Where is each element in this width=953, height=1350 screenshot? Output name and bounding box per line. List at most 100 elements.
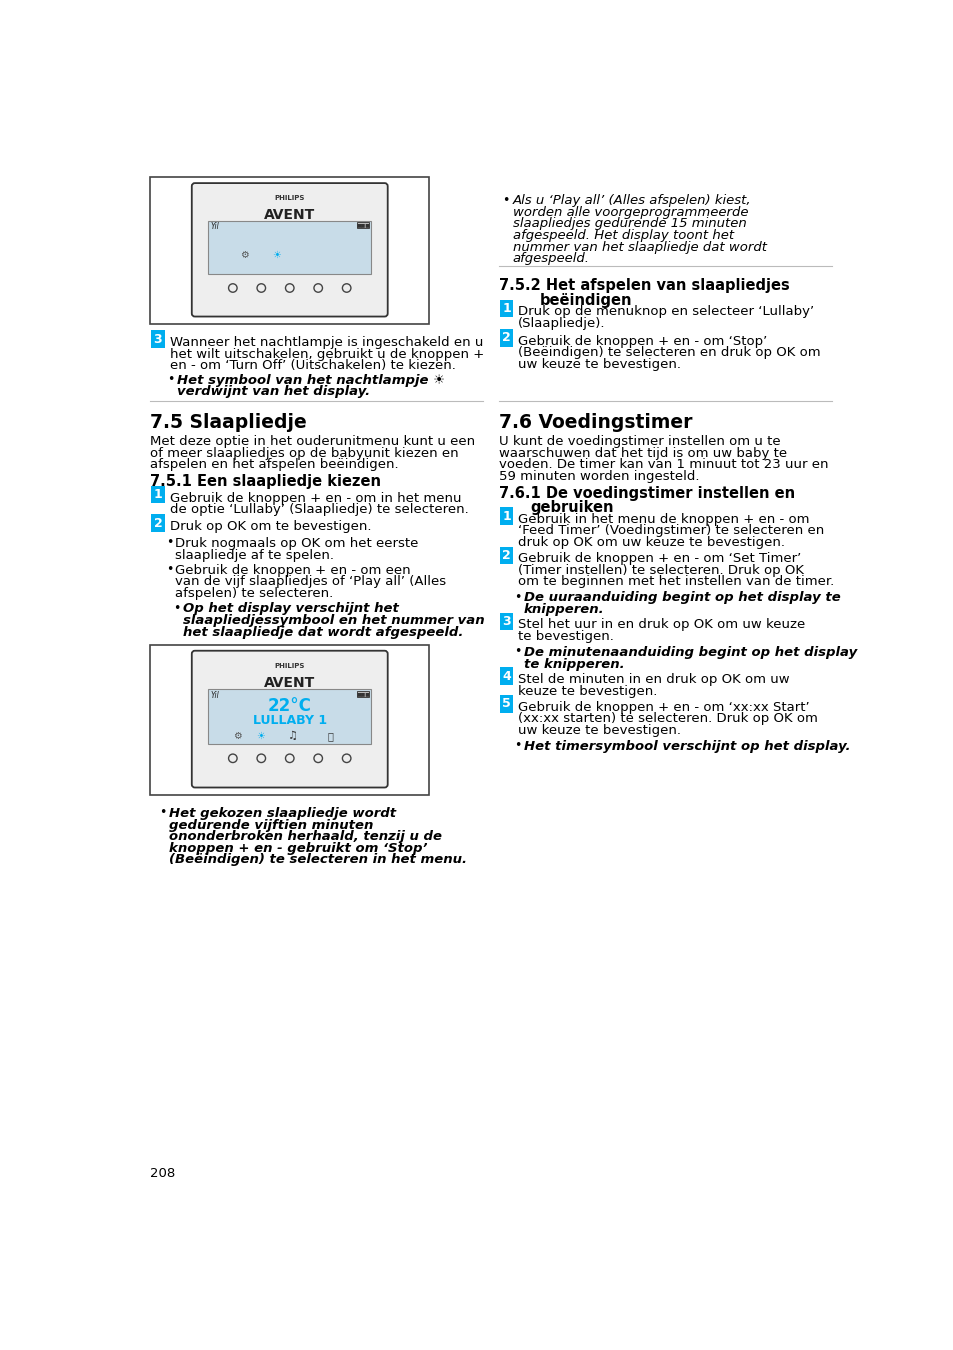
Text: •: • [166, 536, 172, 549]
FancyBboxPatch shape [357, 691, 369, 697]
Text: slaapliedje af te spelen.: slaapliedje af te spelen. [174, 548, 334, 562]
Text: het wilt uitschakelen, gebruikt u de knoppen +: het wilt uitschakelen, gebruikt u de kno… [171, 347, 484, 360]
Text: of meer slaapliedjes op de babyunit kiezen en: of meer slaapliedjes op de babyunit kiez… [150, 447, 458, 459]
Text: •: • [173, 602, 181, 614]
Text: •: • [514, 645, 521, 659]
Text: afgespeeld. Het display toont het: afgespeeld. Het display toont het [513, 230, 733, 242]
Text: 208: 208 [150, 1166, 175, 1180]
Text: afgespeeld.: afgespeeld. [513, 252, 589, 265]
Text: 7.5.1 Een slaapliedje kiezen: 7.5.1 Een slaapliedje kiezen [150, 474, 381, 489]
Text: Gebruik de knoppen + en - om ‘xx:xx Start’: Gebruik de knoppen + en - om ‘xx:xx Star… [517, 701, 808, 714]
FancyBboxPatch shape [208, 688, 371, 744]
Text: 22°C: 22°C [268, 697, 312, 714]
Text: 7.5 Slaapliedje: 7.5 Slaapliedje [150, 413, 307, 432]
Text: (Beëindigen) te selecteren en druk op OK om: (Beëindigen) te selecteren en druk op OK… [517, 346, 820, 359]
Text: Gebruik de knoppen + en - om een: Gebruik de knoppen + en - om een [174, 564, 410, 576]
Text: afspelen) te selecteren.: afspelen) te selecteren. [174, 587, 333, 599]
Text: 7.5.2 Het afspelen van slaapliedjes: 7.5.2 Het afspelen van slaapliedjes [498, 278, 789, 293]
Text: Gebruik in het menu de knoppen + en - om: Gebruik in het menu de knoppen + en - om [517, 513, 808, 526]
Text: te bevestigen.: te bevestigen. [517, 630, 613, 643]
Text: ■■■: ■■■ [356, 223, 370, 228]
Text: Het symbool van het nachtlampje ☀: Het symbool van het nachtlampje ☀ [176, 374, 444, 386]
Text: 1: 1 [153, 489, 162, 501]
Text: 2: 2 [502, 331, 511, 344]
Text: Druk op de menuknop en selecteer ‘Lullaby’: Druk op de menuknop en selecteer ‘Lullab… [517, 305, 813, 319]
Text: beëindigen: beëindigen [538, 293, 631, 308]
Text: •: • [159, 806, 167, 819]
Text: Gebruik de knoppen + en - om ‘Stop’: Gebruik de knoppen + en - om ‘Stop’ [517, 335, 766, 348]
Text: 4: 4 [502, 670, 511, 683]
Text: U kunt de voedingstimer instellen om u te: U kunt de voedingstimer instellen om u t… [498, 435, 780, 448]
Text: waarschuwen dat het tijd is om uw baby te: waarschuwen dat het tijd is om uw baby t… [498, 447, 786, 459]
Text: worden alle voorgeprogrammeerde: worden alle voorgeprogrammeerde [513, 207, 748, 219]
Text: LULLABY 1: LULLABY 1 [253, 714, 327, 728]
Text: AVENT: AVENT [264, 208, 315, 221]
FancyBboxPatch shape [150, 177, 429, 324]
Text: 5: 5 [502, 698, 511, 710]
Text: 3: 3 [153, 332, 162, 346]
Text: verdwijnt van het display.: verdwijnt van het display. [176, 385, 370, 398]
Text: 2: 2 [502, 549, 511, 562]
FancyBboxPatch shape [357, 223, 369, 228]
Text: De minutenaanduiding begint op het display: De minutenaanduiding begint op het displ… [523, 647, 856, 659]
Text: druk op OK om uw keuze te bevestigen.: druk op OK om uw keuze te bevestigen. [517, 536, 783, 549]
Text: •: • [501, 193, 509, 207]
Text: Gebruik de knoppen + en - om in het menu: Gebruik de knoppen + en - om in het menu [170, 491, 460, 505]
Text: Yil: Yil [211, 223, 219, 231]
Text: •: • [514, 591, 521, 603]
Text: uw keuze te bevestigen.: uw keuze te bevestigen. [517, 724, 679, 737]
Text: ♫: ♫ [288, 730, 297, 741]
Text: (Beëindigen) te selecteren in het menu.: (Beëindigen) te selecteren in het menu. [169, 853, 466, 867]
Text: Als u ‘Play all’ (Alles afspelen) kiest,: Als u ‘Play all’ (Alles afspelen) kiest, [513, 194, 751, 208]
Text: voeden. De timer kan van 1 minuut tot 23 uur en: voeden. De timer kan van 1 minuut tot 23… [498, 458, 827, 471]
Text: en - om ‘Turn Off’ (Uitschakelen) te kiezen.: en - om ‘Turn Off’ (Uitschakelen) te kie… [171, 359, 456, 373]
Text: (Timer instellen) te selecteren. Druk op OK: (Timer instellen) te selecteren. Druk op… [517, 564, 802, 576]
FancyBboxPatch shape [192, 184, 387, 316]
Text: Yil: Yil [211, 691, 219, 699]
Text: 2: 2 [153, 517, 162, 529]
Text: om te beginnen met het instellen van de timer.: om te beginnen met het instellen van de … [517, 575, 833, 589]
Text: gebruiken: gebruiken [530, 501, 613, 516]
Text: van de vijf slaapliedjes of ‘Play all’ (Alles: van de vijf slaapliedjes of ‘Play all’ (… [174, 575, 446, 589]
Text: •: • [166, 563, 172, 576]
Text: het slaapliedje dat wordt afgespeeld.: het slaapliedje dat wordt afgespeeld. [183, 625, 463, 639]
Text: •: • [514, 740, 521, 752]
Text: •: • [167, 373, 174, 386]
Text: 1: 1 [502, 509, 511, 522]
Text: ⏻: ⏻ [327, 730, 334, 741]
Text: Stel het uur in en druk op OK om uw keuze: Stel het uur in en druk op OK om uw keuz… [517, 618, 804, 632]
Text: te knipperen.: te knipperen. [523, 657, 624, 671]
FancyBboxPatch shape [208, 220, 371, 274]
Text: 59 minuten worden ingesteld.: 59 minuten worden ingesteld. [498, 470, 699, 482]
Text: (xx:xx starten) te selecteren. Druk op OK om: (xx:xx starten) te selecteren. Druk op O… [517, 713, 817, 725]
Text: gedurende vijftien minuten: gedurende vijftien minuten [169, 819, 373, 832]
Text: AVENT: AVENT [264, 676, 315, 690]
Text: Het gekozen slaapliedje wordt: Het gekozen slaapliedje wordt [169, 807, 395, 821]
Text: PHILIPS: PHILIPS [274, 196, 305, 201]
Text: ⚙: ⚙ [239, 250, 248, 261]
Text: De uuraanduiding begint op het display te: De uuraanduiding begint op het display t… [523, 591, 840, 605]
Text: knoppen + en - gebruikt om ‘Stop’: knoppen + en - gebruikt om ‘Stop’ [169, 842, 427, 855]
Text: (Slaapliedje).: (Slaapliedje). [517, 317, 604, 329]
Text: Druk op OK om te bevestigen.: Druk op OK om te bevestigen. [170, 520, 371, 533]
Text: slaapliedjes gedurende 15 minuten: slaapliedjes gedurende 15 minuten [513, 217, 746, 231]
Text: slaapliedjessymbool en het nummer van: slaapliedjessymbool en het nummer van [183, 614, 484, 626]
Text: uw keuze te bevestigen.: uw keuze te bevestigen. [517, 358, 679, 371]
Text: de optie ‘Lullaby’ (Slaapliedje) te selecteren.: de optie ‘Lullaby’ (Slaapliedje) te sele… [170, 504, 468, 516]
Text: Gebruik de knoppen + en - om ‘Set Timer’: Gebruik de knoppen + en - om ‘Set Timer’ [517, 552, 800, 566]
Text: ☀: ☀ [272, 250, 281, 261]
Text: nummer van het slaapliedje dat wordt: nummer van het slaapliedje dat wordt [513, 240, 766, 254]
Text: ■■■: ■■■ [356, 691, 370, 697]
Text: Op het display verschijnt het: Op het display verschijnt het [183, 602, 398, 616]
FancyBboxPatch shape [150, 645, 429, 795]
Text: ononderbroken herhaald, tenzij u de: ononderbroken herhaald, tenzij u de [169, 830, 441, 844]
Text: Druk nogmaals op OK om het eerste: Druk nogmaals op OK om het eerste [174, 537, 418, 549]
Text: PHILIPS: PHILIPS [274, 663, 305, 670]
Text: keuze te bevestigen.: keuze te bevestigen. [517, 684, 657, 698]
Text: 1: 1 [502, 302, 511, 315]
Text: Het timersymbool verschijnt op het display.: Het timersymbool verschijnt op het displ… [523, 740, 849, 753]
Text: afspelen en het afspelen beëindigen.: afspelen en het afspelen beëindigen. [150, 458, 398, 471]
Text: Met deze optie in het ouderunitmenu kunt u een: Met deze optie in het ouderunitmenu kunt… [150, 435, 475, 448]
Text: ☀: ☀ [255, 730, 265, 741]
Text: Stel de minuten in en druk op OK om uw: Stel de minuten in en druk op OK om uw [517, 674, 788, 686]
